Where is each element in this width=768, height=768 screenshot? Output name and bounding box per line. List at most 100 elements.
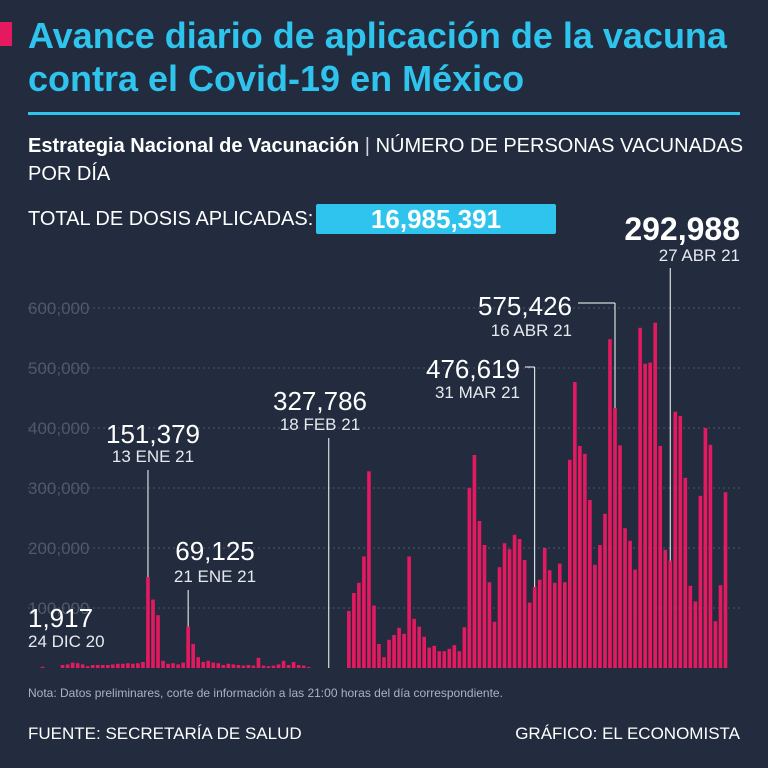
bar xyxy=(482,545,487,668)
bar xyxy=(105,665,110,668)
bar xyxy=(296,665,301,668)
bar xyxy=(708,444,713,668)
bar xyxy=(668,560,673,668)
bar xyxy=(598,545,602,668)
bar xyxy=(693,601,698,668)
bar xyxy=(678,416,683,668)
bar xyxy=(412,618,416,668)
bar xyxy=(552,582,557,668)
bar xyxy=(392,635,396,668)
bar xyxy=(718,585,723,668)
bar xyxy=(251,665,256,668)
bar xyxy=(377,644,381,668)
bar xyxy=(497,567,502,668)
bar xyxy=(367,471,371,668)
bar xyxy=(633,569,637,668)
bar xyxy=(583,453,587,668)
annotation-date: 24 DIC 20 xyxy=(28,632,105,651)
bar xyxy=(196,657,200,668)
annotation-date: 31 MAR 21 xyxy=(435,383,520,402)
bar xyxy=(588,500,592,668)
bar xyxy=(638,327,642,668)
bar xyxy=(95,665,100,668)
bar xyxy=(557,563,562,668)
annotation-value: 476,619 xyxy=(426,354,520,384)
annotation-value: 575,426 xyxy=(478,291,572,321)
subtitle-description: NÚMERO DE PERSONAS VACUNADAS POR DÍA xyxy=(28,135,744,185)
bar xyxy=(603,513,607,668)
bar xyxy=(417,626,421,668)
bar xyxy=(568,459,572,668)
bar xyxy=(407,556,411,668)
y-tick-label: 100,000 xyxy=(28,599,89,618)
bar xyxy=(653,322,657,668)
bar xyxy=(608,339,612,668)
bar xyxy=(547,570,552,668)
bar xyxy=(266,666,271,668)
annotation-date: 21 ENE 21 xyxy=(174,567,256,586)
bar xyxy=(593,564,597,668)
bar xyxy=(542,548,547,668)
subtitle-separator: | xyxy=(364,135,370,157)
bar xyxy=(211,662,216,668)
y-axis-tick-labels: 100,000 200,000 300,000 400,000 500,000 600,0… xyxy=(28,299,89,618)
source-credit: FUENTE: SECRETARÍA DE SALUD xyxy=(28,724,302,743)
bar xyxy=(472,455,477,668)
bar xyxy=(487,582,492,668)
bar xyxy=(578,446,582,668)
bar xyxy=(658,446,663,668)
gridlines xyxy=(28,307,740,609)
y-tick-label: 600,000 xyxy=(28,299,89,318)
annotation-value: 292,988 xyxy=(624,211,740,247)
bar xyxy=(271,665,276,668)
bar xyxy=(618,445,622,668)
bar xyxy=(477,521,482,668)
bar xyxy=(136,663,140,668)
bar xyxy=(201,662,206,668)
bar xyxy=(623,528,627,668)
bar xyxy=(100,665,105,668)
bar xyxy=(723,492,728,668)
bar xyxy=(422,636,426,668)
bar xyxy=(116,663,120,668)
bar xyxy=(357,582,361,668)
bar xyxy=(688,585,693,668)
graphic-credit: GRÁFICO: EL ECONOMISTA xyxy=(515,724,740,743)
bar xyxy=(75,663,80,668)
bar xyxy=(291,662,296,668)
bar xyxy=(432,645,437,668)
bar xyxy=(573,382,577,668)
y-tick-label: 400,000 xyxy=(28,419,89,438)
y-tick-label: 500,000 xyxy=(28,359,89,378)
bar xyxy=(121,663,125,668)
bar xyxy=(146,577,150,668)
annotation-date: 18 FEB 21 xyxy=(280,415,360,434)
y-tick-label: 200,000 xyxy=(28,539,89,558)
bar xyxy=(306,667,311,668)
bar xyxy=(387,639,391,668)
bar xyxy=(216,663,221,668)
annotation-value: 1,917 xyxy=(28,603,93,633)
annotation-value: 151,379 xyxy=(106,419,200,449)
bar xyxy=(80,664,85,668)
bar xyxy=(221,665,226,668)
bar xyxy=(126,663,130,668)
chart-title: Avance diario de aplicación de la vacuna… xyxy=(28,15,727,99)
bar xyxy=(507,549,512,668)
bar xyxy=(90,665,95,668)
bar xyxy=(492,621,497,668)
bar xyxy=(362,556,366,668)
bar xyxy=(402,633,406,668)
chart-subtitle: Estrategia Nacional de Vacunación | NÚME… xyxy=(28,132,748,188)
bar xyxy=(703,428,708,668)
bar xyxy=(683,477,688,668)
bar xyxy=(352,593,356,668)
bar xyxy=(713,621,718,668)
annotation-date: 16 ABR 21 xyxy=(491,321,572,340)
bar xyxy=(276,664,281,668)
subtitle-strategy: Estrategia Nacional de Vacunación xyxy=(28,135,360,157)
bar xyxy=(161,660,165,668)
bar xyxy=(111,664,115,668)
bars xyxy=(40,322,728,668)
